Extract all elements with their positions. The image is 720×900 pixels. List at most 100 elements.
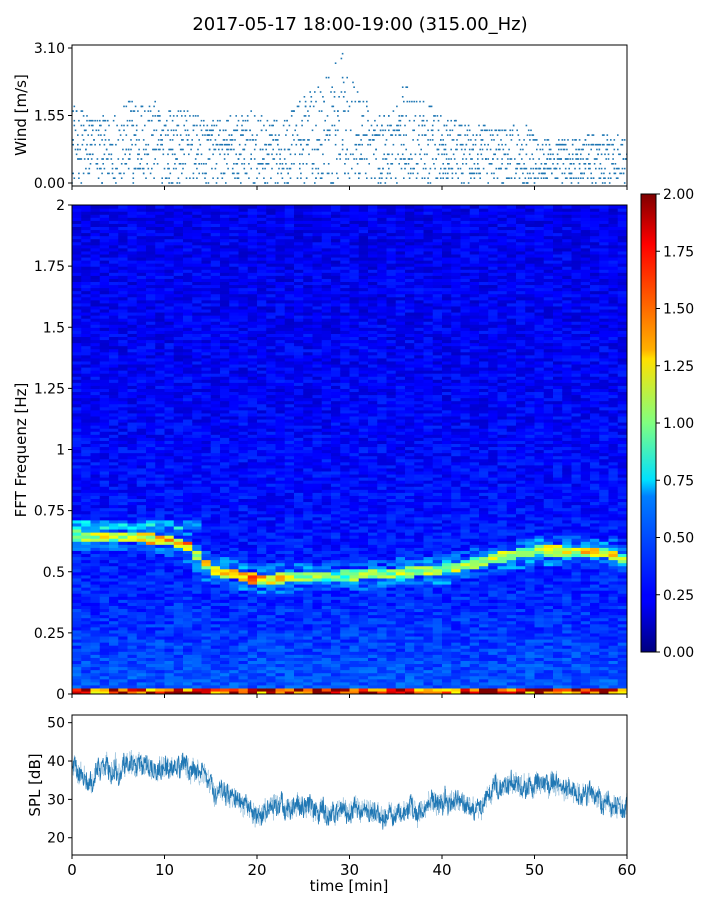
wind-point bbox=[248, 177, 250, 179]
spectrogram-cell bbox=[127, 425, 138, 429]
spectrogram-cell bbox=[118, 620, 129, 625]
spectrogram-cell bbox=[183, 620, 193, 625]
spectrogram-cell bbox=[257, 513, 267, 518]
spectrogram-cell bbox=[90, 553, 101, 558]
spectrogram-cell bbox=[229, 553, 240, 558]
spectrogram-cell bbox=[99, 437, 110, 441]
wind-point bbox=[475, 172, 478, 175]
spectrogram-cell bbox=[220, 287, 230, 292]
spectrogram-cell bbox=[118, 302, 129, 307]
spectrogram-cell bbox=[229, 629, 240, 634]
spectrogram-cell bbox=[247, 296, 258, 301]
wind-point bbox=[290, 110, 293, 112]
spectrogram-cell bbox=[201, 635, 212, 640]
wind-point bbox=[355, 148, 358, 151]
spectrogram-cell bbox=[109, 400, 119, 405]
spectrogram-cell bbox=[220, 382, 230, 386]
spectrogram-cell bbox=[173, 394, 184, 399]
spectrogram-cell bbox=[136, 473, 147, 478]
wind-point bbox=[203, 119, 205, 122]
spectrogram-cell bbox=[90, 507, 101, 512]
wind-point bbox=[99, 143, 101, 146]
wind-point bbox=[274, 139, 277, 141]
spectrogram-cell bbox=[183, 559, 193, 564]
spectrogram-cell bbox=[118, 348, 129, 353]
spectrogram-cell bbox=[257, 397, 267, 402]
wind-point bbox=[280, 172, 283, 175]
wind-point bbox=[556, 158, 559, 160]
spectrogram-cell bbox=[109, 275, 119, 279]
spectrogram-cell bbox=[220, 290, 230, 295]
spectrogram-cell bbox=[247, 556, 258, 561]
spectrogram-cell bbox=[146, 425, 156, 429]
spectrogram-cell bbox=[136, 241, 147, 246]
spectrogram-cell bbox=[247, 525, 258, 530]
spectrogram-cell bbox=[127, 519, 138, 524]
wind-point bbox=[368, 129, 370, 132]
spectrogram-cell bbox=[109, 425, 119, 429]
wind-point bbox=[481, 158, 484, 160]
wind-point bbox=[246, 139, 249, 141]
spectrogram-cell bbox=[136, 321, 147, 325]
spectrogram-cell bbox=[257, 605, 267, 610]
spectrogram-cell bbox=[201, 296, 212, 301]
wind-point bbox=[396, 105, 398, 108]
spectrogram-cell bbox=[118, 504, 129, 509]
spectrogram-cell bbox=[192, 632, 203, 637]
spectrogram-cell bbox=[127, 605, 138, 610]
spectrogram-cell bbox=[183, 565, 193, 570]
wind-point bbox=[450, 148, 452, 151]
spectrogram-cell bbox=[136, 519, 147, 524]
wind-point bbox=[523, 182, 525, 184]
wind-point bbox=[279, 153, 281, 156]
wind-point bbox=[619, 172, 621, 175]
spectrogram-cell bbox=[155, 599, 166, 603]
spectrogram-cell bbox=[164, 583, 175, 588]
wind-point bbox=[299, 100, 301, 103]
wind-point bbox=[320, 177, 323, 179]
spectrogram-cell bbox=[192, 260, 203, 264]
spectrogram-cell bbox=[210, 648, 221, 652]
spectrogram-cell bbox=[81, 431, 92, 435]
spectrogram-cell bbox=[238, 480, 249, 484]
spectrogram-cell bbox=[81, 550, 92, 555]
spectrogram-cell bbox=[127, 342, 138, 347]
spectrogram-cell bbox=[109, 553, 119, 558]
wind-point bbox=[92, 129, 94, 132]
wind-point bbox=[499, 129, 501, 132]
spectrogram-cell bbox=[192, 547, 203, 551]
spectrogram-cell bbox=[72, 544, 82, 548]
spectrogram-cell bbox=[238, 599, 249, 603]
spectrogram-cell bbox=[72, 617, 82, 622]
spectrogram-cell bbox=[201, 421, 212, 426]
spectrogram-cell bbox=[118, 452, 129, 457]
spectrogram-cell bbox=[90, 363, 101, 368]
spectrogram-cell bbox=[201, 651, 212, 655]
wind-point bbox=[459, 134, 462, 136]
spectrogram-cell bbox=[90, 568, 101, 573]
wind-point bbox=[443, 153, 446, 156]
wind-point bbox=[207, 158, 210, 160]
spectrogram-cell bbox=[173, 492, 184, 496]
spectrogram-cell bbox=[201, 238, 212, 243]
spectrogram-cell bbox=[127, 620, 138, 625]
wind-point bbox=[351, 100, 353, 103]
spectrogram-cell bbox=[164, 208, 175, 212]
spectrogram-cell bbox=[72, 302, 82, 307]
spectrogram-cell bbox=[99, 642, 110, 646]
spectrogram-cell bbox=[72, 620, 82, 625]
spectrogram-cell bbox=[238, 623, 249, 628]
spectrogram-cell bbox=[164, 308, 175, 313]
wind-point bbox=[171, 119, 174, 122]
spectrogram-cell bbox=[99, 635, 110, 640]
spectrogram-cell bbox=[220, 669, 230, 674]
spectrogram-cell bbox=[136, 684, 147, 689]
wind-point bbox=[212, 143, 214, 146]
spectrogram-cell bbox=[201, 290, 212, 295]
spectrogram-cell bbox=[81, 452, 92, 457]
wind-point bbox=[277, 172, 279, 175]
wind-point bbox=[471, 148, 473, 151]
spectrogram-cell bbox=[192, 657, 203, 661]
spectrogram-cell bbox=[155, 617, 166, 622]
spectrogram-cell bbox=[90, 437, 101, 441]
